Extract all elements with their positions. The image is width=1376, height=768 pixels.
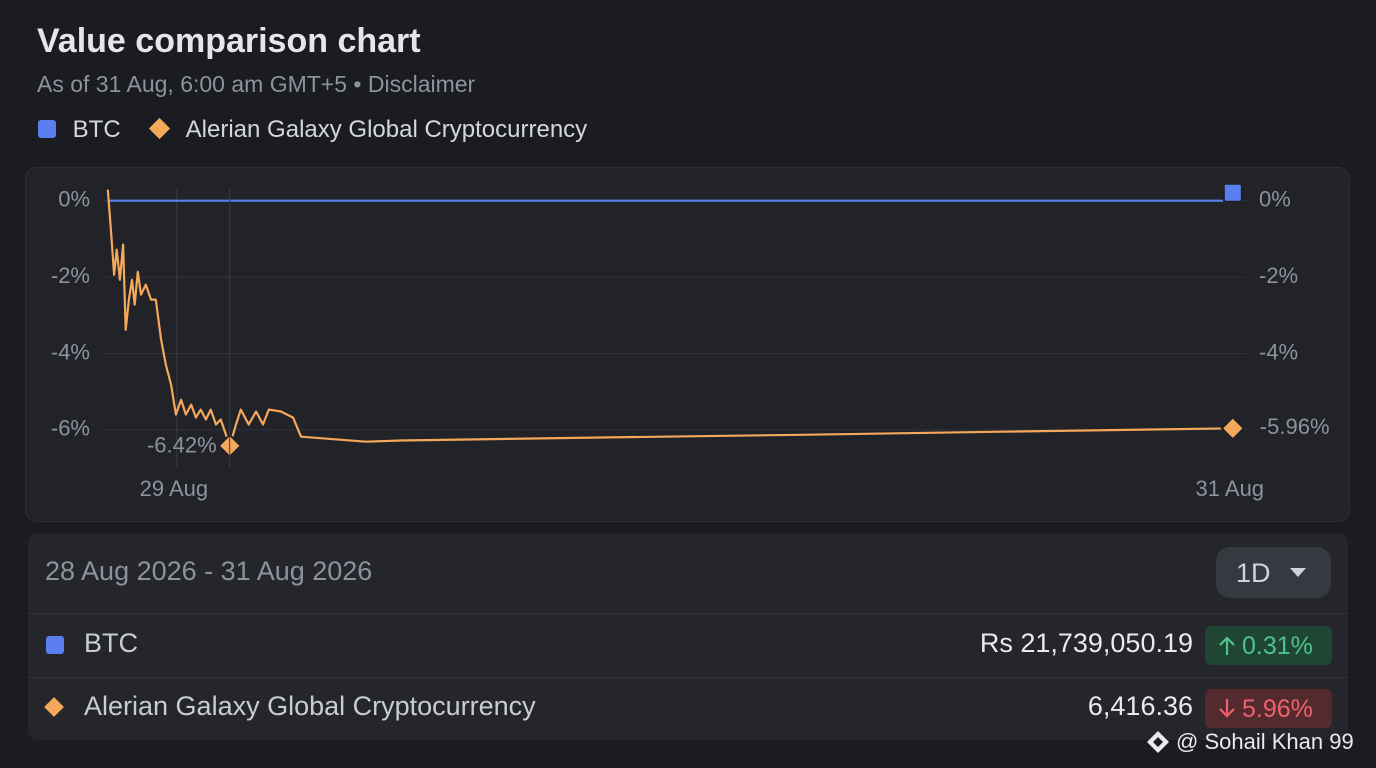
watermark-icon xyxy=(1147,731,1169,753)
caret-icon xyxy=(1290,568,1306,577)
y-tick-label: -6% xyxy=(51,416,90,441)
interval-label: 1D xyxy=(1236,558,1271,588)
legend-item: Alerian Galaxy Global Cryptocurrency xyxy=(148,116,587,144)
series-line xyxy=(106,189,1233,447)
y2-tick-label: 0% xyxy=(1259,187,1291,212)
date-range: 28 Aug 2026 - 31 Aug 2026 xyxy=(45,556,373,586)
separator xyxy=(28,613,1348,614)
chart-title: Value comparison chart xyxy=(37,22,421,60)
x-tick-label: 31 Aug xyxy=(1196,476,1265,501)
y-tick-label: -2% xyxy=(51,263,90,288)
y2-tick-label: -4% xyxy=(1259,339,1298,364)
down-arrow xyxy=(1219,699,1235,718)
chart-card xyxy=(25,167,1350,522)
data-label: -5.96% xyxy=(1260,414,1330,439)
change-value: 0.31% xyxy=(1242,632,1313,660)
legend-item: BTC xyxy=(38,116,121,144)
y-tick-label: -4% xyxy=(51,339,90,364)
change-badge: 5.96% xyxy=(1205,689,1332,728)
change-value: 5.96% xyxy=(1242,695,1313,723)
end-marker xyxy=(1222,182,1243,203)
data-label: -6.42% xyxy=(147,433,217,458)
y2-tick-label: -2% xyxy=(1259,263,1298,288)
separator xyxy=(28,677,1348,678)
change-badge: 0.31% xyxy=(1205,626,1332,665)
chart-subtitle: As of 31 Aug, 6:00 am GMT+5 • Disclaimer xyxy=(37,71,476,97)
row-price: Rs 21,739,050.19 xyxy=(979,628,1193,658)
row-swatch xyxy=(46,636,64,654)
point-marker xyxy=(1220,415,1246,441)
legend-label: BTC xyxy=(72,116,121,143)
legend-label: Alerian Galaxy Global Cryptocurrency xyxy=(185,116,588,143)
up-arrow xyxy=(1219,636,1235,655)
watermark: @ Sohail Khan 99 xyxy=(1176,729,1354,754)
y-tick-label: 0% xyxy=(58,187,90,212)
summary-panel xyxy=(28,533,1348,740)
legend-swatch xyxy=(38,120,56,138)
interval-button[interactable]: 1D xyxy=(1216,547,1331,598)
chart: 0% 0% -2% -2% -4% -4% -6% 29 Aug 31 Aug -6.42% -5.… xyxy=(51,182,1330,501)
row-name: Alerian Galaxy Global Cryptocurrency xyxy=(84,691,536,721)
x-tick-label: 29 Aug xyxy=(140,476,209,501)
row-name: BTC xyxy=(84,628,138,658)
row-price: 6,416.36 xyxy=(1087,691,1193,721)
